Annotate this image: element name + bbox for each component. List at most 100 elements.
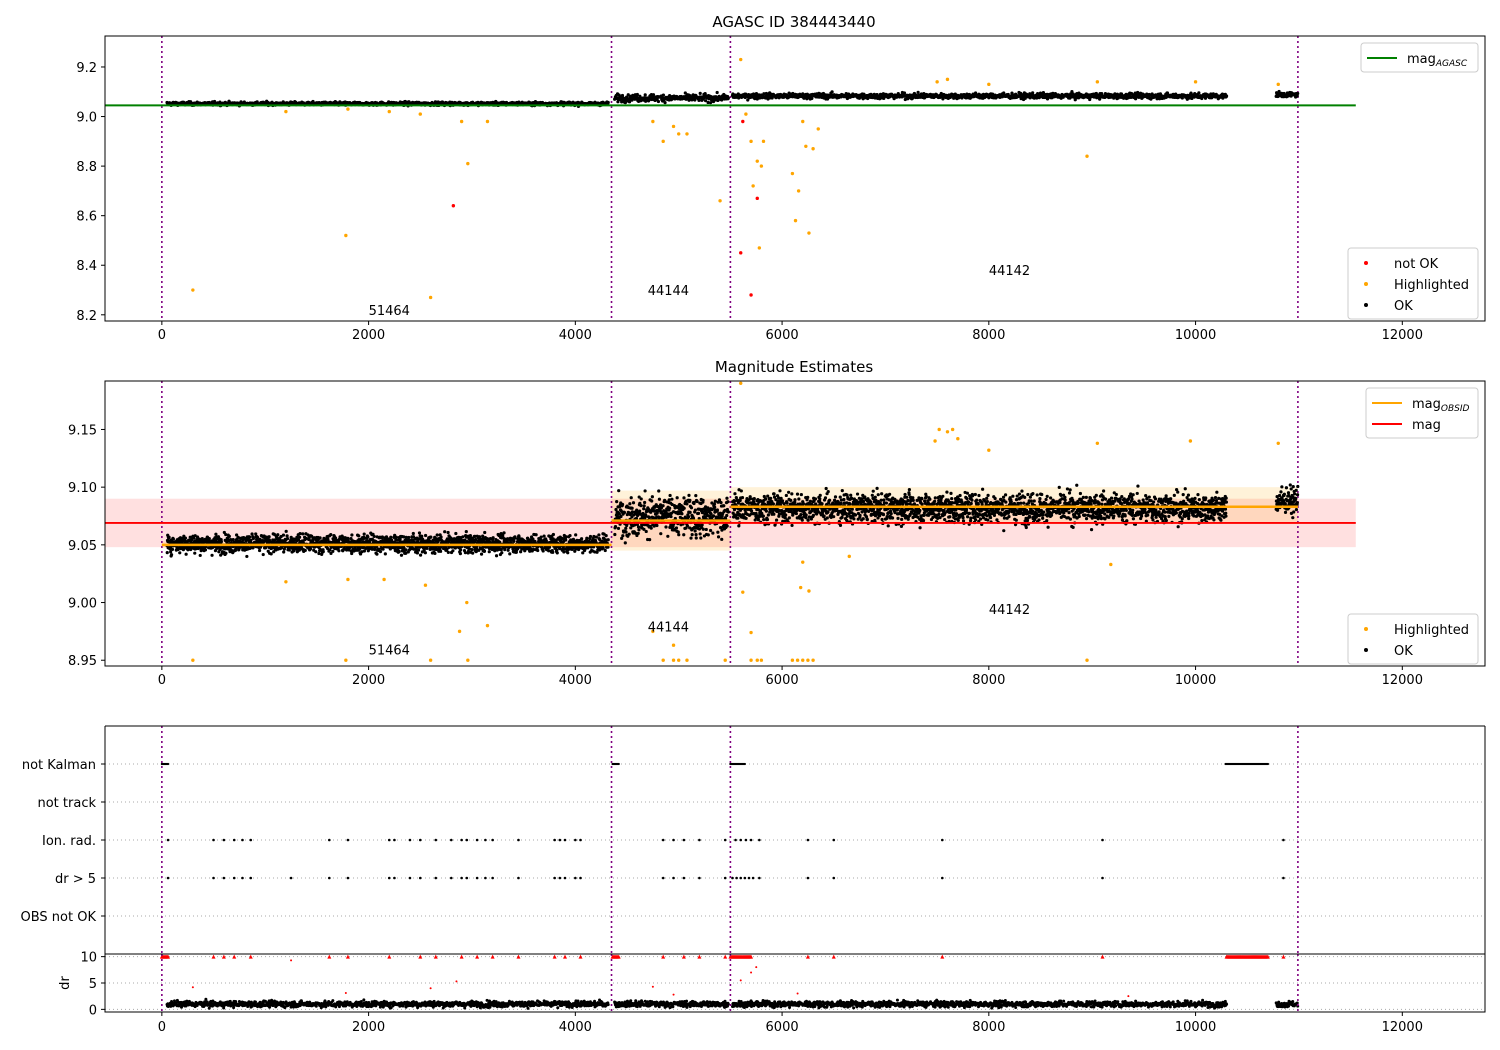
ok-point <box>285 536 290 541</box>
ok-point <box>650 495 654 499</box>
ok-point <box>487 550 491 554</box>
ok-point <box>616 100 620 104</box>
not-ok-point <box>749 293 753 297</box>
ok-point <box>399 553 404 557</box>
highlighted-point <box>935 80 939 84</box>
highlighted-point <box>739 57 743 62</box>
ok-point <box>622 510 626 515</box>
ok-point <box>167 535 171 539</box>
ok-point <box>643 93 647 97</box>
highlighted-point <box>685 132 689 136</box>
ok-point <box>639 503 643 508</box>
highlighted-point <box>651 119 655 124</box>
ok-point <box>337 549 341 553</box>
ok-point <box>454 531 458 536</box>
not-ok-point <box>739 251 743 255</box>
ok-point <box>649 526 653 530</box>
ok-point <box>630 510 634 514</box>
highlighted-point <box>485 119 490 124</box>
ok-point <box>506 548 510 552</box>
highlighted-point <box>1276 82 1280 87</box>
ok-point <box>303 548 307 553</box>
ok-point <box>635 92 639 97</box>
obsid-label: 44142 <box>989 264 1030 279</box>
ok-point <box>301 532 305 536</box>
ok-point <box>198 553 202 558</box>
ok-point <box>562 550 566 554</box>
ok-point <box>631 501 636 505</box>
y-tick-label: 9.2 <box>76 61 97 76</box>
ok-point <box>451 549 455 553</box>
ok-point <box>212 99 217 104</box>
highlighted-point <box>466 161 470 166</box>
x-tick-label: 6000 <box>766 328 799 343</box>
highlighted-point <box>757 246 762 250</box>
ok-point <box>357 534 361 538</box>
ok-point <box>617 489 621 493</box>
ok-point <box>694 536 698 540</box>
ok-point <box>389 535 393 539</box>
ok-point <box>423 551 427 555</box>
ok-point <box>1224 94 1229 98</box>
ok-point <box>372 534 376 539</box>
ok-point <box>203 548 208 552</box>
ok-point <box>624 526 628 530</box>
y-tick-label: 8.8 <box>76 160 97 175</box>
obsid-label: 44144 <box>648 284 689 299</box>
ok-point <box>282 550 286 554</box>
ok-point <box>534 533 538 537</box>
ok-point <box>439 535 443 539</box>
ok-point <box>411 531 415 536</box>
ok-point <box>210 553 214 557</box>
ok-point <box>830 90 834 94</box>
ok-point <box>689 506 694 510</box>
ok-point <box>703 99 708 103</box>
ok-point <box>178 551 182 555</box>
ok-point <box>227 534 231 538</box>
ok-point <box>685 502 689 506</box>
ok-point <box>331 549 335 553</box>
y-tick-label: 8.6 <box>76 210 97 225</box>
ok-point <box>458 552 462 556</box>
ok-point <box>551 532 556 537</box>
ok-point <box>667 498 671 502</box>
ok-point <box>541 549 545 553</box>
ok-point <box>564 538 568 542</box>
highlighted-point <box>661 139 665 144</box>
ok-point <box>247 535 252 539</box>
highlighted-point <box>1095 80 1100 84</box>
ok-point <box>810 96 814 100</box>
ok-point <box>606 100 610 105</box>
ok-point <box>433 551 437 556</box>
ok-point <box>687 493 691 497</box>
highlighted-point <box>793 218 798 223</box>
highlighted-point <box>945 77 950 82</box>
highlighted-point <box>811 147 815 151</box>
ok-point <box>648 538 652 542</box>
ok-point <box>695 499 699 504</box>
ok-point <box>423 533 428 538</box>
panel1-title: AGASC ID 384443440 <box>712 13 875 31</box>
ok-point <box>285 534 289 538</box>
highlighted-point <box>671 124 676 129</box>
ok-point <box>642 504 646 508</box>
ok-point <box>276 533 280 537</box>
ok-point <box>214 532 218 536</box>
ok-point <box>568 533 572 538</box>
ok-point <box>694 493 698 498</box>
ok-point <box>494 554 499 558</box>
ok-point <box>689 536 693 540</box>
ok-point <box>644 514 648 518</box>
ok-point <box>647 98 651 102</box>
ok-point <box>629 496 633 500</box>
ok-point <box>628 502 632 506</box>
ok-point <box>633 523 637 527</box>
ok-point <box>555 548 559 552</box>
ok-point <box>603 548 607 553</box>
ok-point <box>674 526 679 530</box>
ok-point <box>659 532 663 536</box>
legend-label: Highlighted <box>1394 278 1469 293</box>
ok-point <box>378 550 383 554</box>
